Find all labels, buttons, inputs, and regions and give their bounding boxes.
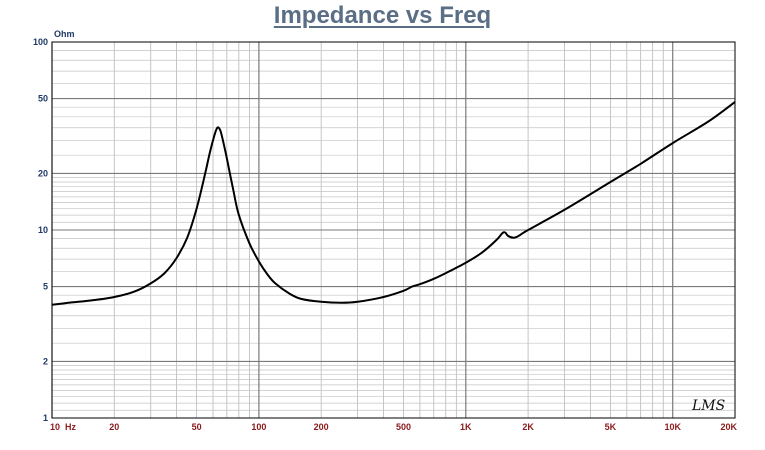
x-tick-label: 10K xyxy=(664,422,681,432)
x-axis-labels: 10 Hz 20 50 100 200 500 1K 2K 5K 10K 20K xyxy=(50,422,737,432)
y-tick-label: 1 xyxy=(43,413,48,423)
x-tick-label: 200 xyxy=(314,422,329,432)
y-tick-label: 20 xyxy=(38,168,48,178)
y-tick-label: 2 xyxy=(43,356,48,366)
y-tick-label: 100 xyxy=(33,37,48,47)
plot-frame xyxy=(51,41,736,419)
lms-logo: LMS xyxy=(691,398,725,414)
y-unit-label: Ohm xyxy=(54,29,75,39)
y-tick-label: 5 xyxy=(43,282,48,292)
x-tick-label: 1K xyxy=(460,422,472,432)
chart-title: Impedance vs Freq xyxy=(273,2,492,29)
y-axis-labels: 1 2 5 10 20 50 100 xyxy=(33,37,48,423)
major-grid xyxy=(51,42,735,419)
y-tick-label: 10 xyxy=(38,225,48,235)
x-tick-label: 50 xyxy=(192,422,202,432)
impedance-curve xyxy=(51,101,736,306)
x-tick-label: 20K xyxy=(720,422,737,432)
x-tick-label: 5K xyxy=(605,422,617,432)
x-tick-label: 100 xyxy=(251,422,266,432)
y-tick-label: 50 xyxy=(38,94,48,104)
x-tick-label: 2K xyxy=(522,422,534,432)
x-tick-label: 500 xyxy=(396,422,411,432)
x-tick-label: 20 xyxy=(109,422,119,432)
x-tick-label: 10 Hz xyxy=(50,422,77,432)
